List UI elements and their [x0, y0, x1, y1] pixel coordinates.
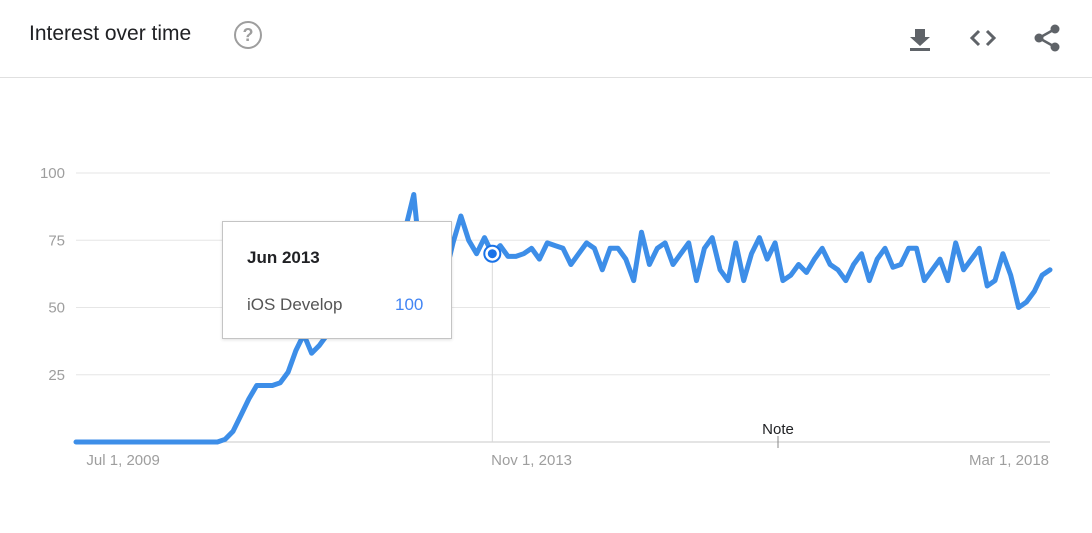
y-tick-label-50: 50 [48, 300, 65, 317]
embed-code-icon[interactable] [967, 22, 999, 54]
tooltip-value: 100 [395, 295, 424, 314]
y-tick-label-75: 75 [48, 232, 65, 249]
y-tick-label-100: 100 [40, 165, 65, 182]
x-tick-label-2: Nov 1, 2013 [491, 452, 572, 469]
share-icon[interactable] [1031, 22, 1063, 54]
download-icon[interactable] [904, 22, 936, 54]
interest-over-time-chart[interactable]: 25 50 75 100 Jul 1, 2009 Nov 1, 2013 Mar 1, 2… [0, 78, 1092, 533]
chart-card-header: Interest over time ? [0, 0, 1092, 78]
hover-tooltip: Jun 2013 iOS Develop 100 [222, 221, 452, 339]
x-tick-label-3: Mar 1, 2018 [969, 452, 1049, 469]
tooltip-term: iOS Develop [247, 295, 343, 314]
x-tick-label-1: Jul 1, 2009 [86, 452, 159, 469]
chart-x-axis-labels: Jul 1, 2009 Nov 1, 2013 Mar 1, 2018 [86, 452, 1049, 469]
note-annotation: Note [762, 421, 794, 438]
hover-point [487, 249, 497, 259]
chart-card-title: Interest over time [29, 22, 192, 45]
chart-y-axis-labels: 25 50 75 100 [40, 165, 65, 384]
chart-overlay: Note [483, 244, 794, 448]
help-icon[interactable]: ? [234, 21, 262, 49]
y-tick-label-25: 25 [48, 367, 65, 384]
chart-series [73, 192, 1053, 445]
series-line [73, 192, 1053, 445]
tooltip-date: Jun 2013 [247, 248, 320, 267]
